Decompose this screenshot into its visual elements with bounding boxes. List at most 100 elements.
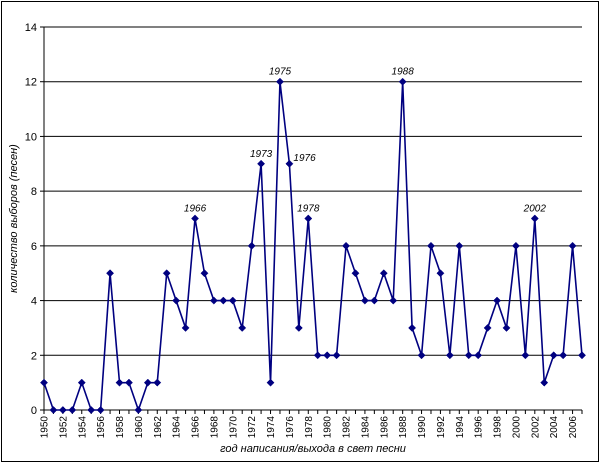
data-point bbox=[162, 269, 171, 278]
data-point bbox=[276, 77, 284, 86]
x-tick-label: 1966 bbox=[191, 416, 202, 439]
data-point bbox=[521, 351, 530, 360]
data-point bbox=[153, 378, 162, 387]
data-point bbox=[209, 296, 218, 305]
data-point bbox=[200, 269, 209, 278]
data-point bbox=[568, 241, 577, 250]
data-point bbox=[285, 159, 294, 168]
data-point bbox=[549, 351, 558, 360]
x-tick-label: 1954 bbox=[77, 416, 88, 439]
data-point bbox=[106, 269, 115, 278]
data-point bbox=[398, 77, 407, 86]
x-tick-label: 1972 bbox=[247, 416, 258, 439]
data-point bbox=[313, 351, 322, 360]
x-tick-label: 1988 bbox=[398, 416, 409, 439]
y-tick-label: 6 bbox=[31, 241, 37, 253]
annotation-label: 1976 bbox=[293, 153, 316, 164]
x-tick-label: 1958 bbox=[115, 416, 126, 439]
data-point bbox=[417, 351, 426, 360]
annotation-label: 1966 bbox=[184, 204, 207, 215]
data-point bbox=[191, 214, 199, 223]
y-tick-label: 12 bbox=[25, 77, 37, 89]
annotation-label: 1973 bbox=[250, 149, 273, 160]
data-point bbox=[474, 351, 483, 360]
x-tick-label: 1994 bbox=[455, 416, 466, 439]
data-point bbox=[134, 406, 143, 414]
x-tick-label: 1978 bbox=[304, 416, 315, 439]
data-point bbox=[445, 351, 454, 360]
data-point bbox=[257, 159, 266, 168]
x-tick-label: 1996 bbox=[474, 416, 485, 439]
x-axis-ticks: 1950 1952 1954 1956 1958 1960 1962 1964 1966 1968… bbox=[40, 410, 583, 438]
data-point bbox=[238, 323, 247, 332]
y-tick-label: 8 bbox=[31, 186, 37, 198]
y-tick-label: 0 bbox=[31, 405, 37, 417]
annotation-label: 2002 bbox=[523, 204, 547, 215]
data-point bbox=[219, 296, 228, 305]
data-point bbox=[172, 296, 181, 305]
data-point bbox=[483, 323, 492, 332]
x-tick-label: 1974 bbox=[266, 416, 277, 439]
x-tick-label: 1956 bbox=[96, 416, 107, 439]
data-point bbox=[87, 406, 96, 414]
data-point bbox=[49, 406, 58, 414]
series-line bbox=[43, 81, 583, 413]
x-tick-label: 1960 bbox=[134, 416, 145, 439]
x-tick-label: 1990 bbox=[417, 416, 428, 439]
data-point bbox=[530, 214, 539, 223]
y-tick-label: 4 bbox=[31, 296, 37, 308]
data-point bbox=[247, 241, 256, 250]
x-tick-label: 1986 bbox=[379, 416, 390, 439]
data-point bbox=[379, 269, 388, 278]
data-point bbox=[370, 296, 379, 305]
y-tick-label: 10 bbox=[25, 131, 37, 143]
data-point bbox=[68, 406, 77, 414]
x-tick-label: 1992 bbox=[436, 416, 447, 439]
annotations: 1966 1973 1975 1976 1978 1988 2002 bbox=[184, 67, 546, 215]
grid-lines bbox=[44, 26, 582, 356]
x-tick-label: 1952 bbox=[58, 416, 69, 439]
y-axis-ticks: 0 2 4 6 8 10 12 14 bbox=[25, 22, 44, 417]
data-point bbox=[332, 351, 341, 360]
data-point bbox=[464, 351, 473, 360]
data-point bbox=[342, 241, 350, 250]
data-point bbox=[427, 241, 435, 250]
data-point bbox=[228, 296, 237, 305]
x-tick-label: 2002 bbox=[530, 416, 541, 439]
x-tick-label: 1962 bbox=[153, 416, 164, 439]
annotation-label: 1978 bbox=[297, 204, 320, 215]
data-point bbox=[124, 378, 133, 387]
data-point bbox=[493, 296, 502, 305]
series bbox=[40, 77, 586, 414]
data-point bbox=[294, 323, 303, 332]
x-tick-label: 1980 bbox=[323, 416, 334, 439]
x-tick-label: 2004 bbox=[549, 416, 560, 439]
data-point bbox=[408, 323, 417, 332]
data-point bbox=[559, 351, 568, 360]
x-tick-label: 1970 bbox=[228, 416, 239, 439]
x-tick-label: 1998 bbox=[493, 416, 504, 439]
data-point bbox=[351, 269, 360, 278]
x-axis-title: год написания/выхода в свет песни bbox=[220, 443, 406, 455]
data-point bbox=[304, 214, 313, 223]
y-axis-title: количество выборов (песен) bbox=[8, 144, 20, 293]
data-point bbox=[578, 351, 586, 360]
x-tick-label: 1968 bbox=[209, 416, 220, 439]
axes bbox=[43, 27, 582, 411]
x-tick-label: 1976 bbox=[285, 416, 296, 439]
data-point bbox=[77, 378, 86, 387]
x-tick-label: 1964 bbox=[172, 416, 183, 439]
data-point bbox=[360, 296, 369, 305]
x-tick-label: 2006 bbox=[568, 416, 579, 439]
data-point bbox=[96, 406, 105, 414]
x-tick-label: 1950 bbox=[40, 416, 51, 439]
data-point bbox=[115, 378, 124, 387]
y-tick-label: 14 bbox=[25, 22, 37, 34]
data-point bbox=[58, 406, 67, 414]
data-point bbox=[436, 269, 445, 278]
annotation-label: 1975 bbox=[269, 67, 292, 78]
x-tick-label: 1984 bbox=[360, 416, 371, 439]
y-tick-label: 2 bbox=[31, 350, 37, 362]
